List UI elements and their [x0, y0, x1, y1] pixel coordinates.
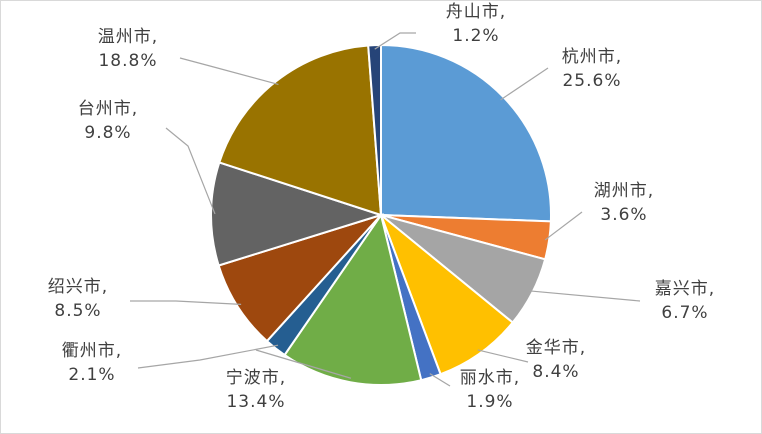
leader-line-7: [137, 344, 279, 369]
slice-value-label: 6.7%: [661, 303, 708, 323]
leader-line-3: [528, 290, 641, 302]
pie-slice-4: [378, 211, 515, 376]
pie-slice-8: [217, 212, 385, 343]
slice-value-label: 3.6%: [600, 205, 647, 225]
pie-slice-1: [380, 43, 552, 223]
leader-line-2: [544, 211, 583, 241]
slice-value-label: 2.1%: [68, 365, 115, 385]
pie-slice-9: [210, 161, 385, 267]
leader-line-6: [255, 349, 352, 379]
slice-name-label: 金华市,: [526, 338, 586, 358]
slice-name-label: 衢州市,: [62, 340, 122, 361]
leader-line-8: [130, 300, 242, 305]
slice-name-label: 温州市,: [98, 27, 158, 47]
leader-line-4: [477, 349, 529, 363]
slice-name-label: 舟山市,: [446, 2, 506, 22]
slice-name-label: 绍兴市,: [48, 277, 108, 297]
slice-name-label: 杭州市,: [562, 47, 622, 67]
leader-line-1: [500, 67, 549, 101]
slice-value-label: 25.6%: [562, 71, 621, 91]
slice-value-label: 8.4%: [532, 362, 579, 382]
leader-line-10: [179, 57, 279, 86]
slice-value-label: 8.5%: [54, 301, 101, 321]
slice-value-label: 1.2%: [452, 26, 499, 46]
leader-line-11: [374, 32, 416, 50]
leader-line-5: [429, 373, 451, 387]
slice-value-label: 1.9%: [466, 392, 513, 412]
slice-name-label: 宁波市,: [226, 368, 286, 388]
slice-name-label: 丽水市,: [460, 368, 520, 388]
slice-value-label: 9.8%: [84, 123, 131, 143]
leader-line-9: [165, 127, 216, 215]
slice-name-label: 台州市,: [78, 99, 138, 119]
slice-name-label: 湖州市,: [594, 181, 654, 201]
slice-value-label: 13.4%: [226, 392, 285, 412]
pie-slice-10: [218, 44, 383, 217]
slice-value-label: 18.8%: [98, 51, 157, 71]
slice-name-label: 嘉兴市,: [655, 279, 715, 299]
